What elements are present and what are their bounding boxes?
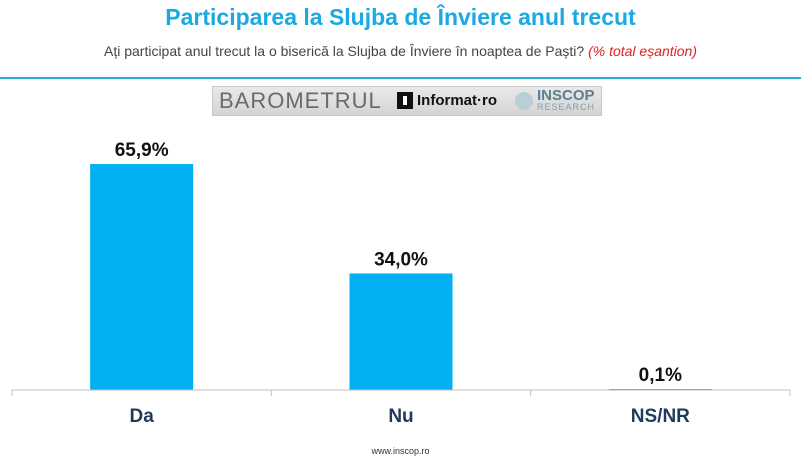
- inscop-logo-icon: [515, 92, 533, 110]
- header-divider: [0, 77, 801, 79]
- value-label-1: 34,0%: [374, 249, 428, 270]
- category-label-2: NS/NR: [631, 406, 690, 427]
- chart-title: Participarea la Slujba de Înviere anul t…: [165, 4, 636, 30]
- chart-subtitle: Ați participat anul trecut la o biserică…: [0, 43, 801, 59]
- inscop-logo-text: INSCOP: [537, 87, 595, 104]
- subtitle-note: (% total eșantion): [588, 43, 698, 59]
- informat-logo-icon: [397, 92, 413, 109]
- bar-0: [90, 164, 194, 390]
- barometer-logo-text: BAROMETRUL: [219, 88, 382, 113]
- subtitle-question: Ați participat anul trecut la o biserică…: [103, 43, 585, 59]
- value-label-0: 65,9%: [115, 140, 169, 161]
- category-label-1: Nu: [388, 406, 413, 427]
- bar-1: [349, 273, 453, 390]
- footer-url: www.inscop.ro: [371, 446, 430, 456]
- value-label-2: 0,1%: [639, 365, 682, 386]
- barometer-logo-banner: BAROMETRUL Informat·ro INSCOP RESEARCH: [212, 86, 602, 116]
- informat-logo-text: Informat·ro: [417, 92, 497, 109]
- research-logo-text: RESEARCH: [537, 102, 596, 112]
- category-label-0: Da: [130, 406, 155, 427]
